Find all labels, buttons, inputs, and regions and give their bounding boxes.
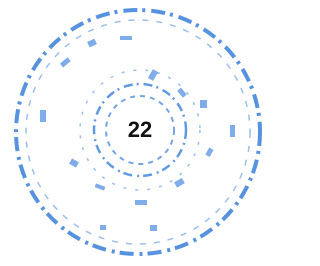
stamp: 22 [0,0,272,266]
center-text: 22 [128,117,152,142]
page: 22 (() => { const data = JSON.parse(docu… [0,0,272,266]
